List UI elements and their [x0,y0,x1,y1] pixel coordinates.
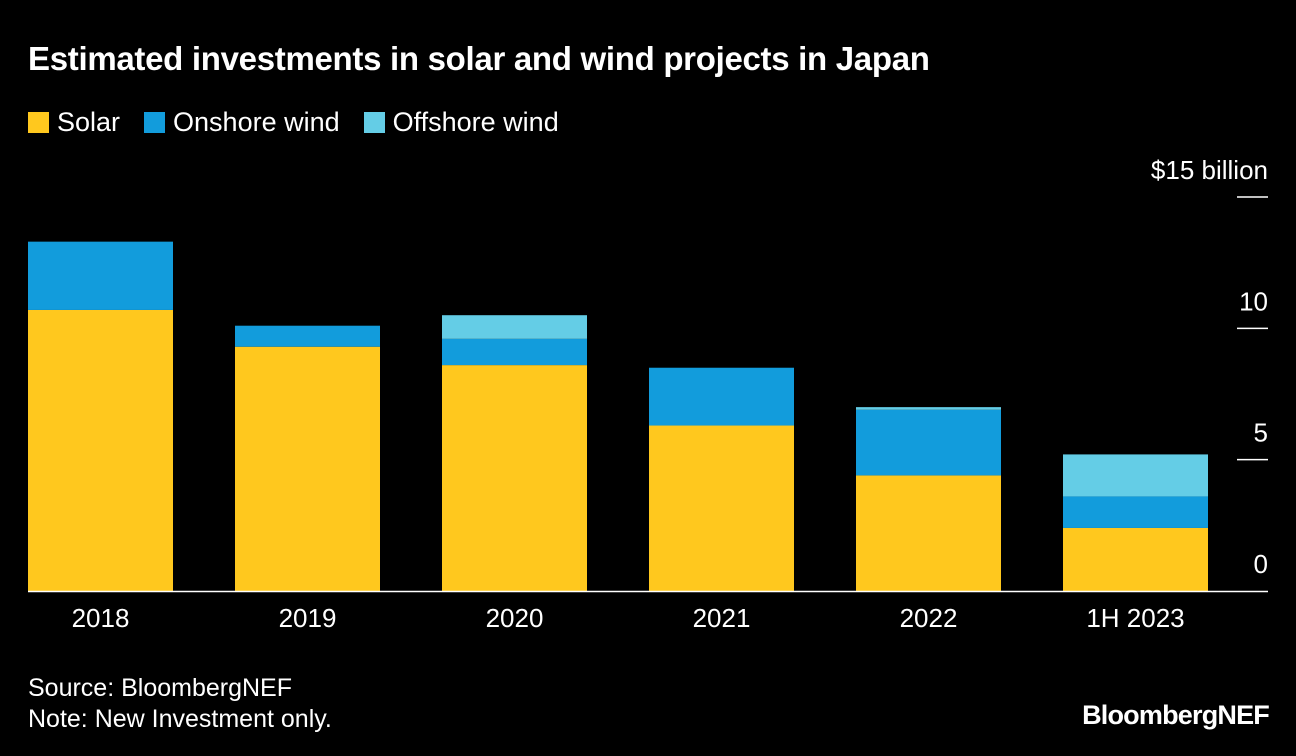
y-tick-label: 10 [1239,286,1268,316]
bar-solar-2021 [649,425,794,591]
bar-onshore-wind-2018 [28,241,173,310]
bar-solar-2019 [235,346,380,591]
y-tick-label: 5 [1254,418,1268,448]
bar-offshore-wind-2022 [856,407,1001,410]
footnote: Note: New Investment only. [28,705,332,733]
bar-solar-2022 [856,475,1001,591]
legend-item-onshore-wind: Onshore wind [144,107,340,138]
x-tick-label: 2020 [486,603,544,633]
bar-onshore-wind-2021 [649,367,794,426]
brand-logo: BloombergNEF [1082,700,1270,730]
y-tick-label: 0 [1254,549,1268,579]
legend-swatch-offshore-wind [363,111,385,133]
bar-offshore-wind-1h-2023 [1063,454,1208,497]
legend-label-offshore-wind: Offshore wind [392,106,559,137]
bar-solar-2020 [442,365,587,591]
bar-onshore-wind-2019 [235,325,380,347]
bar-offshore-wind-2020 [442,315,587,339]
legend-item-solar: Solar [28,107,120,138]
source-note: Source: BloombergNEF [28,674,293,702]
bar-onshore-wind-1h-2023 [1063,496,1208,528]
legend-label-onshore-wind: Onshore wind [173,106,340,137]
chart-title: Estimated investments in solar and wind … [28,40,930,77]
x-tick-label: 2022 [900,603,958,633]
x-tick-label: 2019 [279,603,337,633]
legend-swatch-solar [28,111,49,133]
y-tick-label: $15 billion [1151,155,1268,185]
x-tick-label: 1H 2023 [1086,603,1184,633]
legend-item-offshore-wind: Offshore wind [363,106,559,138]
bar-onshore-wind-2020 [442,338,587,366]
legend: Solar Onshore wind Offshore wind [28,106,583,138]
bar-solar-1h-2023 [1063,527,1208,591]
legend-swatch-onshore-wind [144,111,166,133]
bar-solar-2018 [28,309,173,591]
x-tick-label: 2018 [72,603,130,633]
x-tick-label: 2021 [693,603,751,633]
legend-label-solar: Solar [57,106,121,137]
bar-onshore-wind-2022 [856,409,1001,476]
footer: Source: BloombergNEF Note: New Investmen… [28,673,332,735]
